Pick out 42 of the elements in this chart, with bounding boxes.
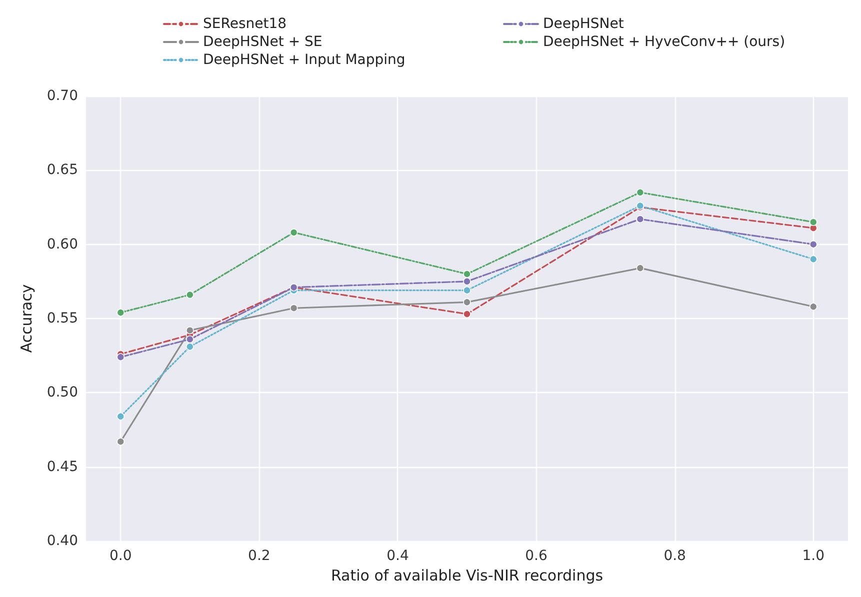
y-tick-label: 0.50 — [46, 384, 78, 401]
legend-label: SEResnet18 — [203, 16, 287, 32]
point — [636, 215, 644, 224]
y-tick-label: 0.45 — [46, 458, 78, 475]
point — [116, 438, 125, 446]
point — [809, 255, 818, 264]
point — [186, 342, 194, 351]
legend-label: DeepHSNet + Input Mapping — [203, 52, 406, 68]
point — [809, 302, 818, 311]
legend-label: DeepHSNet — [543, 16, 624, 32]
y-tick-label: 0.70 — [46, 88, 78, 104]
x-tick-label: 0.2 — [248, 548, 270, 564]
point — [116, 412, 125, 420]
point — [186, 290, 194, 299]
legend-label: DeepHSNet + SE — [203, 34, 322, 50]
y-axis-title: Accuracy — [18, 284, 36, 353]
point — [116, 353, 125, 361]
x-tick-label: 0.4 — [386, 548, 409, 564]
point — [186, 326, 194, 334]
point — [809, 240, 818, 248]
point — [186, 335, 194, 344]
point — [463, 270, 471, 278]
point — [290, 304, 298, 312]
point — [636, 188, 644, 196]
x-tick-label: 0.8 — [664, 548, 686, 564]
point — [116, 308, 125, 316]
x-tick-label: 0.6 — [525, 548, 548, 564]
y-tick-label: 0.40 — [46, 533, 78, 549]
point — [463, 278, 471, 286]
point — [809, 218, 818, 226]
x-axis-title: Ratio of available Vis-NIR recordings — [330, 566, 604, 584]
y-tick-label: 0.55 — [46, 310, 78, 326]
x-tick-label: 0.0 — [110, 548, 132, 564]
point — [290, 228, 298, 236]
legend-label: DeepHSNet + HyveConv++ (ours) — [543, 34, 786, 50]
point — [463, 310, 471, 318]
y-tick-label: 0.60 — [46, 236, 78, 252]
point — [463, 298, 471, 306]
x-tick-label: 1.0 — [802, 548, 824, 564]
point — [463, 286, 471, 294]
point — [636, 264, 644, 272]
y-tick-label: 0.65 — [46, 162, 78, 178]
